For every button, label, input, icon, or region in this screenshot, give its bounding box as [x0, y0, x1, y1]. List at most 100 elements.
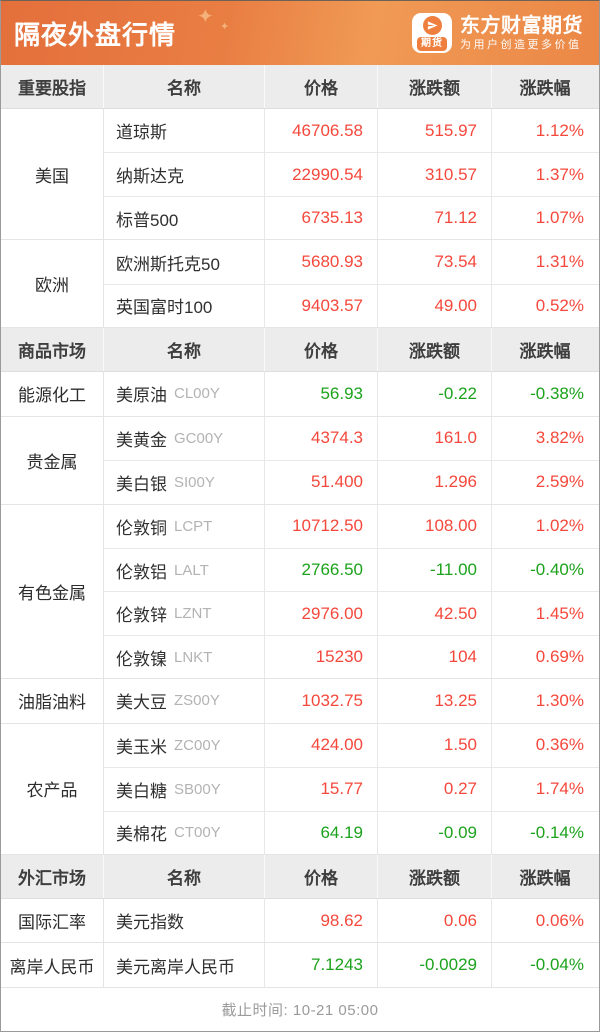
- instrument-name: 伦敦镍: [116, 649, 167, 669]
- group-rows: 美大豆 ZS00Y 1032.75 13.25 1.30%: [104, 679, 599, 723]
- instrument-name-cell: 美元指数: [104, 899, 265, 943]
- app-logo: 期货: [412, 13, 452, 53]
- instrument-name: 美大豆: [116, 693, 167, 713]
- quote-row: 伦敦镍 LNKT 15230 104 0.69%: [104, 634, 599, 679]
- quote-row: 美白糖 SB00Y 15.77 0.27 1.74%: [104, 767, 599, 811]
- change-cell: -0.09: [378, 811, 492, 854]
- instrument-name: 标普500: [116, 210, 179, 230]
- instrument-name: 道琼斯: [116, 123, 167, 143]
- category-group: 贵金属 美黄金 GC00Y 4374.3 161.0 3.82% 美白银 SI00Y 51.40…: [1, 416, 599, 505]
- change-cell: -0.0029: [378, 943, 492, 987]
- category-label: 油脂油料: [1, 679, 104, 723]
- instrument-name: 美白银: [116, 474, 167, 494]
- pct-cell: 0.06%: [535, 910, 584, 930]
- change-cell: 73.54: [378, 240, 492, 284]
- instrument-name: 美黄金: [116, 430, 167, 450]
- instrument-name: 欧洲斯托克50: [116, 254, 220, 274]
- column-header: 涨跌幅: [519, 342, 571, 362]
- price-cell: 64.19: [265, 811, 378, 854]
- price-cell: 15230: [265, 635, 378, 679]
- instrument-name-cell: 美黄金 GC00Y: [104, 416, 265, 461]
- quote-row: 美黄金 GC00Y 4374.3 161.0 3.82%: [104, 416, 599, 461]
- category-group: 能源化工 美原油 CL00Y 56.93 -0.22 -0.38%: [1, 372, 599, 417]
- instrument-code: LCPT: [174, 517, 213, 535]
- instrument-name-cell: 美元离岸人民币: [104, 943, 265, 987]
- category-group: 美国 道琼斯 46706.58 515.97 1.12% 纳斯达克 22990.54 310.…: [1, 109, 599, 241]
- instrument-code: CT00Y: [174, 824, 221, 842]
- category-label: 欧洲: [1, 240, 104, 328]
- column-header: 涨跌额: [378, 65, 492, 108]
- change-cell: 104: [378, 635, 492, 679]
- quote-row: 欧洲斯托克50 5680.93 73.54 1.31%: [104, 240, 599, 284]
- pct-cell: 3.82%: [535, 428, 584, 448]
- category-group: 农产品 美玉米 ZC00Y 424.00 1.50 0.36% 美白糖 SB00Y 15.77 0…: [1, 723, 599, 855]
- section-title: 外汇市场: [1, 855, 104, 898]
- price-cell: 1032.75: [265, 679, 378, 723]
- instrument-name-cell: 伦敦铝 LALT: [104, 548, 265, 592]
- category-label: 能源化工: [1, 372, 104, 416]
- pct-cell: 1.45%: [535, 603, 584, 623]
- page-title: 隔夜外盘行情: [14, 19, 177, 50]
- change-cell: 1.296: [378, 461, 492, 504]
- cutoff-time: 截止时间: 10-21 05:00: [1, 986, 599, 1031]
- instrument-name-cell: 美原油 CL00Y: [104, 372, 265, 416]
- group-rows: 美元离岸人民币 7.1243 -0.0029 -0.04%: [104, 943, 599, 987]
- quote-row: 纳斯达克 22990.54 310.57 1.37%: [104, 152, 599, 196]
- pct-cell: 2.59%: [535, 472, 584, 492]
- instrument-name-cell: 标普500: [104, 196, 265, 240]
- change-cell: 0.06: [378, 899, 492, 943]
- column-header: 涨跌额: [378, 855, 492, 898]
- pct-cell: 1.30%: [535, 690, 584, 710]
- quote-row: 英国富时100 9403.57 49.00 0.52%: [104, 283, 599, 328]
- brand-slogan: 为用户创造更多价值: [460, 39, 582, 51]
- price-cell: 424.00: [265, 723, 378, 768]
- section-header-row: 商品市场 名称 价格 涨跌额 涨跌幅: [1, 328, 599, 373]
- instrument-name: 美白糖: [116, 781, 167, 801]
- change-cell: 108.00: [378, 504, 492, 548]
- category-group: 国际汇率 美元指数 98.62 0.06 0.06%: [1, 899, 599, 944]
- section-title: 商品市场: [1, 328, 104, 372]
- change-cell: -11.00: [378, 548, 492, 592]
- instrument-name-cell: 英国富时100: [104, 284, 265, 328]
- instrument-name-cell: 道琼斯: [104, 109, 265, 153]
- category-label: 有色金属: [1, 504, 104, 679]
- instrument-code: CL00Y: [174, 385, 220, 403]
- price-cell: 5680.93: [265, 240, 378, 284]
- instrument-name: 伦敦锌: [116, 606, 167, 626]
- change-cell: 1.50: [378, 723, 492, 768]
- instrument-code: LNKT: [174, 648, 213, 666]
- category-group: 离岸人民币 美元离岸人民币 7.1243 -0.0029 -0.04%: [1, 943, 599, 987]
- change-cell: -0.22: [378, 372, 492, 416]
- price-cell: 9403.57: [265, 284, 378, 328]
- logo-badge-label: 期货: [417, 37, 447, 51]
- category-label: 农产品: [1, 723, 104, 854]
- instrument-code: LALT: [174, 561, 209, 579]
- instrument-name-cell: 美白糖 SB00Y: [104, 768, 265, 811]
- price-cell: 10712.50: [265, 504, 378, 548]
- instrument-name: 英国富时100: [116, 298, 213, 318]
- price-cell: 2976.00: [265, 592, 378, 635]
- price-cell: 2766.50: [265, 548, 378, 592]
- instrument-name: 美玉米: [116, 737, 167, 757]
- quote-row: 美白银 SI00Y 51.400 1.296 2.59%: [104, 460, 599, 504]
- market-table: 重要股指 名称 价格 涨跌额 涨跌幅 美国 道琼斯 46706.58 515.97 1.12% 纳斯…: [1, 65, 599, 987]
- quote-row: 美棉花 CT00Y 64.19 -0.09 -0.14%: [104, 810, 599, 854]
- instrument-name: 伦敦铜: [116, 518, 167, 538]
- price-cell: 7.1243: [265, 943, 378, 987]
- instrument-name: 美元离岸人民币: [116, 957, 235, 977]
- column-header: 涨跌幅: [519, 869, 571, 888]
- instrument-code: LZNT: [174, 605, 212, 623]
- quote-row: 标普500 6735.13 71.12 1.07%: [104, 195, 599, 240]
- instrument-name-cell: 伦敦镍 LNKT: [104, 635, 265, 679]
- quote-row: 美大豆 ZS00Y 1032.75 13.25 1.30%: [104, 679, 599, 723]
- category-label: 贵金属: [1, 416, 104, 504]
- change-cell: 310.57: [378, 153, 492, 196]
- section-title: 重要股指: [1, 65, 104, 108]
- category-group: 欧洲 欧洲斯托克50 5680.93 73.54 1.31% 英国富时100 9403.57…: [1, 240, 599, 329]
- instrument-name-cell: 伦敦铜 LCPT: [104, 504, 265, 548]
- instrument-code: ZS00Y: [174, 692, 220, 710]
- instrument-name: 美元指数: [116, 913, 184, 933]
- category-label: 国际汇率: [1, 899, 104, 943]
- column-header: 涨跌额: [378, 328, 492, 372]
